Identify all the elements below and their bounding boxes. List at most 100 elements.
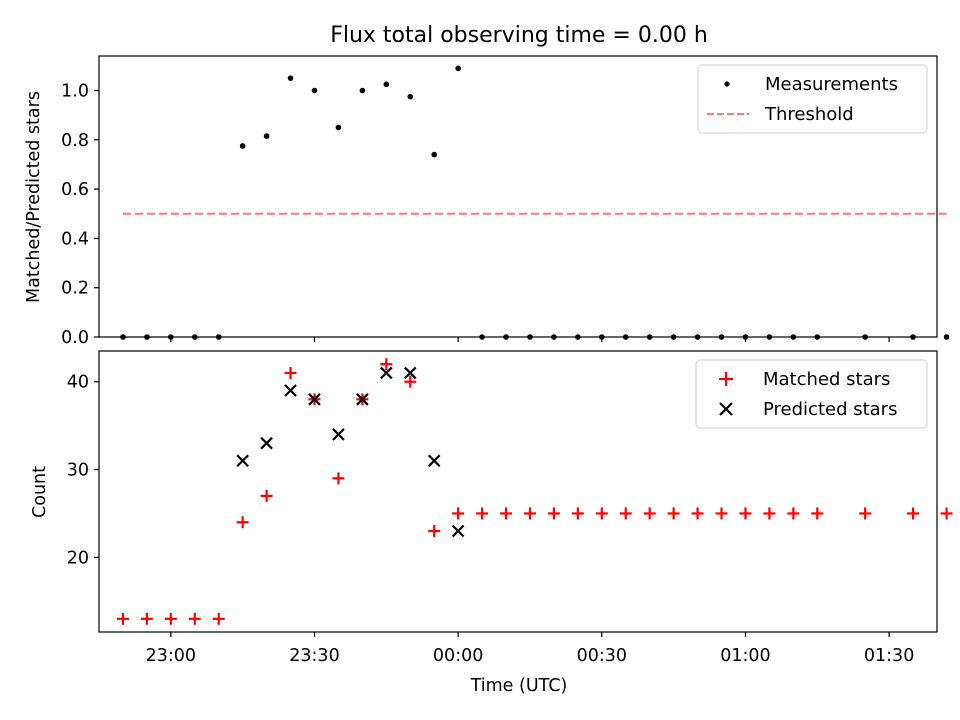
x-axis-label: Time (UTC) [470,676,568,696]
predicted-star-point [308,393,321,406]
matched-star-point [284,366,297,379]
matched-star-point [739,507,752,520]
matched-star-point [547,507,560,520]
legend-matched-marker [719,372,733,386]
legend-measurements-marker [724,81,730,87]
top-legend: Measurements Threshold [697,64,928,134]
predicted-star-point [427,454,441,468]
legend-matched-label: Matched stars [763,369,890,390]
measurement-point [455,65,461,72]
matched-star-point [476,507,489,520]
matched-star-point [667,507,680,520]
x-tick-label: 00:30 [577,646,627,666]
matched-star-point [452,507,465,520]
x-tick-label: 01:00 [720,646,770,666]
predicted-x-b [427,454,441,468]
matched-star-point [404,375,417,388]
measurement-point [407,93,414,100]
matched-star-point [619,507,632,520]
matched-star-point [595,507,608,520]
bottom-panel-frame [98,350,938,633]
measurement-point [311,87,318,94]
matched-star-point [787,507,800,520]
top-y-tick-label: 0.6 [61,180,89,200]
predicted-x-b [451,524,465,538]
predicted-x-b [236,454,249,468]
matched-star-point [212,612,225,625]
bottom-y-axis-label: Count [30,466,50,518]
bottom-y-tick-label: 40 [67,373,89,393]
top-panel: 0.0 0.2 0.4 0.6 0.8 1.0 Matched/Predicted sta… [24,55,950,348]
predicted-x-b [356,393,369,406]
x-tick-label: 00:00 [433,646,483,666]
bottom-panel-y-ticks: 20 30 40 [67,373,99,568]
bottom-panel-marks [116,358,953,625]
measurement-point [943,334,950,340]
matched-star-point [940,507,953,520]
matched-star-point [811,507,824,520]
matched-star-point [332,472,345,485]
bottom-y-tick-label: 30 [67,461,89,481]
predicted-x-b [380,366,393,380]
matched-star-point [571,507,584,520]
bottom-y-tick-label: 20 [67,548,89,568]
top-y-tick-label: 1.0 [61,82,89,102]
top-panel-y-ticks: 0.0 0.2 0.4 0.6 0.8 1.0 [61,82,99,348]
predicted-star-point [380,366,393,380]
predicted-star-point [403,366,417,380]
x-tick-label: 01:30 [864,646,914,666]
predicted-star-point [451,524,465,538]
matched-star-point [907,507,920,520]
matched-star-point [164,612,177,625]
matched-star-point [523,507,536,520]
chart-title: Flux total observing time = 0.00 h [330,23,708,48]
matched-star-point [500,507,513,520]
measurement-point [359,87,366,94]
bottom-panel: 20 30 40 23:00 23:30 00:00 00:30 01:00 01:30 Co… [30,350,953,696]
measurement-point [239,143,246,149]
matched-star-point [380,358,393,371]
predicted-x-b [308,393,321,406]
legend-predicted-label: Predicted stars [763,399,897,420]
matched-star-point [116,612,129,625]
top-panel-x-ticks [170,337,890,342]
legend-measurements-label: Measurements [765,74,898,95]
predicted-star-point [236,454,249,468]
matched-star-point [188,612,201,625]
matched-star-point [643,507,656,520]
x-tick-label: 23:30 [289,646,339,666]
matched-star-point [763,507,776,520]
predicted-star-point [356,393,369,406]
bottom-legend: Matched stars Predicted stars [695,359,928,429]
matched-star-point [140,612,153,625]
matched-star-point [715,507,728,520]
top-y-tick-label: 0.2 [61,279,89,299]
top-panel-marks [120,65,950,340]
matched-star-point [691,507,704,520]
matched-star-point [428,525,441,538]
predicted-x-b [403,366,417,380]
predicted-x-b [284,384,297,397]
predicted-x-b [260,436,273,450]
top-y-axis-label: Matched/Predicted stars [24,91,44,303]
measurement-point [263,133,270,139]
matched-star-point [859,507,872,520]
matched-star-point [260,489,273,502]
matched-star-point [236,516,249,529]
bottom-legend-box [695,359,928,429]
measurement-point [431,151,438,158]
measurement-point [287,75,294,81]
legend-threshold-label: Threshold [764,104,854,125]
predicted-star-point [284,384,297,397]
measurement-point [383,81,390,88]
top-y-tick-label: 0.4 [61,229,89,249]
bottom-panel-x-ticks: 23:00 23:30 00:00 00:30 01:00 01:30 [146,632,914,666]
measurement-point [335,124,342,131]
legend-predicted-marker [719,402,733,416]
top-legend-box [697,64,928,134]
predicted-x-b [332,428,345,441]
top-panel-frame [98,55,938,338]
predicted-star-point [332,428,345,441]
top-y-tick-label: 0.8 [61,131,89,151]
